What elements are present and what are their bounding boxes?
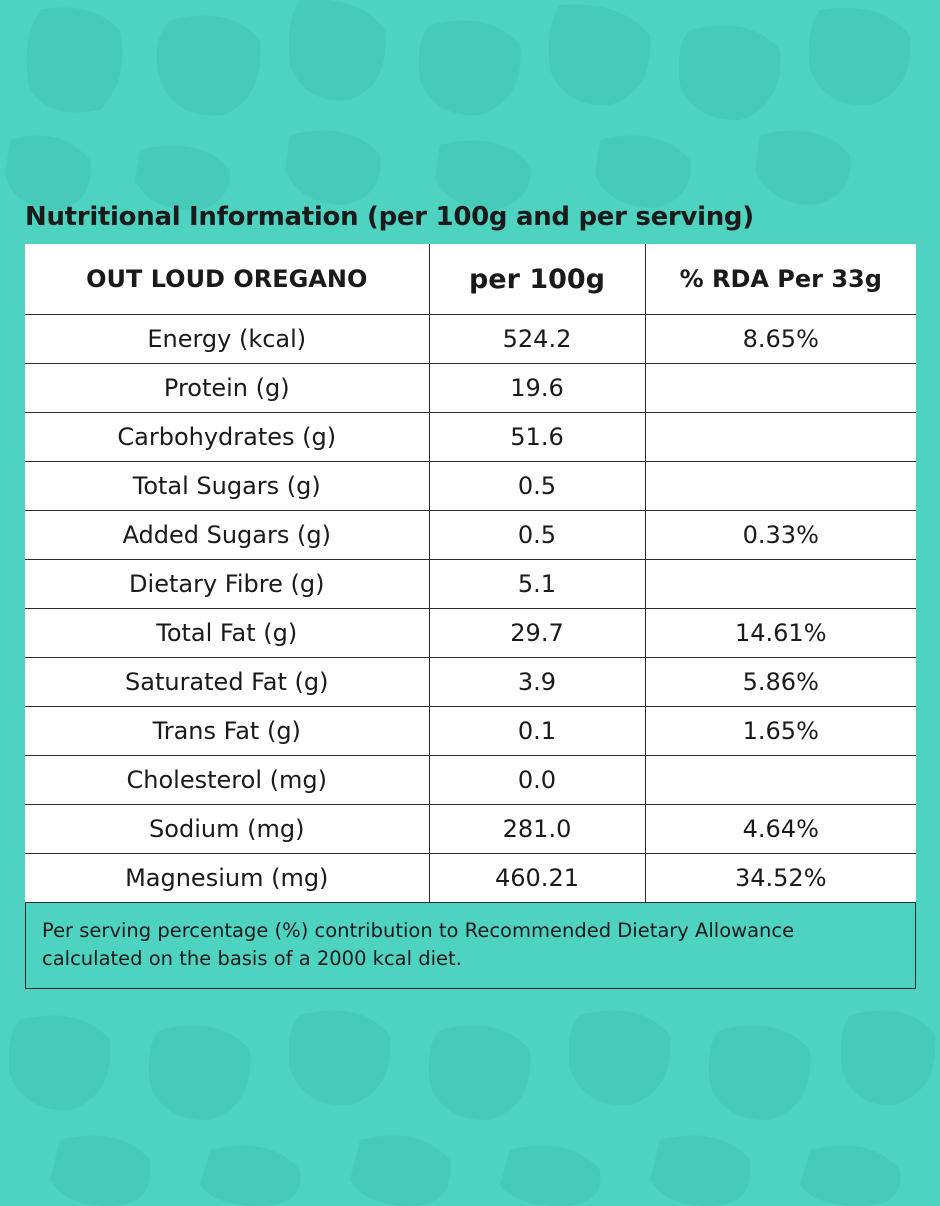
table-row: Dietary Fibre (g) 5.1 — [25, 559, 916, 609]
table-row: Trans Fat (g) 0.1 1.65% — [25, 706, 916, 756]
rda-value — [644, 363, 916, 413]
table-row: Total Fat (g) 29.7 14.61% — [25, 608, 916, 658]
page-title: Nutritional Information (per 100g and pe… — [25, 202, 754, 232]
per-100g-value: 5.1 — [428, 559, 646, 609]
nutrient-name: Total Sugars (g) — [25, 461, 430, 511]
nutrient-name: Cholesterol (mg) — [25, 755, 430, 805]
table-row: Cholesterol (mg) 0.0 — [25, 755, 916, 805]
nutrient-name: Dietary Fibre (g) — [25, 559, 430, 609]
table-row: Magnesium (mg) 460.21 34.52% — [25, 853, 916, 903]
per-100g-value: 0.5 — [428, 510, 646, 560]
header-product-name: OUT LOUD OREGANO — [25, 244, 430, 315]
header-rda-per-serving: % RDA Per 33g — [644, 244, 916, 315]
rda-value — [644, 755, 916, 805]
nutrient-name: Saturated Fat (g) — [25, 657, 430, 707]
rda-value — [644, 559, 916, 609]
per-100g-value: 29.7 — [428, 608, 646, 658]
nutrient-name: Energy (kcal) — [25, 314, 430, 364]
nutrient-name: Protein (g) — [25, 363, 430, 413]
footnote: Per serving percentage (%) contribution … — [25, 903, 916, 989]
nutrient-name: Carbohydrates (g) — [25, 412, 430, 462]
rda-value: 1.65% — [644, 706, 916, 756]
per-100g-value: 460.21 — [428, 853, 646, 903]
rda-value — [644, 461, 916, 511]
per-100g-value: 19.6 — [428, 363, 646, 413]
per-100g-value: 0.0 — [428, 755, 646, 805]
nutrient-name: Sodium (mg) — [25, 804, 430, 854]
rda-value: 4.64% — [644, 804, 916, 854]
per-100g-value: 524.2 — [428, 314, 646, 364]
nutrition-panel: Nutritional Information (per 100g and pe… — [25, 196, 916, 989]
nutrient-name: Added Sugars (g) — [25, 510, 430, 560]
header-per-100g: per 100g — [428, 244, 646, 315]
rda-value: 8.65% — [644, 314, 916, 364]
rda-value: 34.52% — [644, 853, 916, 903]
nutrient-name: Total Fat (g) — [25, 608, 430, 658]
table-row: Added Sugars (g) 0.5 0.33% — [25, 510, 916, 560]
table-row: Total Sugars (g) 0.5 — [25, 461, 916, 511]
table-row: Sodium (mg) 281.0 4.64% — [25, 804, 916, 854]
per-100g-value: 0.5 — [428, 461, 646, 511]
table-row: Protein (g) 19.6 — [25, 363, 916, 413]
table-row: Carbohydrates (g) 51.6 — [25, 412, 916, 462]
rda-value: 0.33% — [644, 510, 916, 560]
per-100g-value: 0.1 — [428, 706, 646, 756]
table-row: Energy (kcal) 524.2 8.65% — [25, 314, 916, 364]
table-header-row: OUT LOUD OREGANO per 100g % RDA Per 33g — [25, 244, 916, 315]
nutrition-table: OUT LOUD OREGANO per 100g % RDA Per 33g … — [25, 244, 916, 903]
nutrient-name: Trans Fat (g) — [25, 706, 430, 756]
table-row: Saturated Fat (g) 3.9 5.86% — [25, 657, 916, 707]
rda-value: 5.86% — [644, 657, 916, 707]
per-100g-value: 281.0 — [428, 804, 646, 854]
per-100g-value: 51.6 — [428, 412, 646, 462]
per-100g-value: 3.9 — [428, 657, 646, 707]
rda-value: 14.61% — [644, 608, 916, 658]
rda-value — [644, 412, 916, 462]
nutrient-name: Magnesium (mg) — [25, 853, 430, 903]
